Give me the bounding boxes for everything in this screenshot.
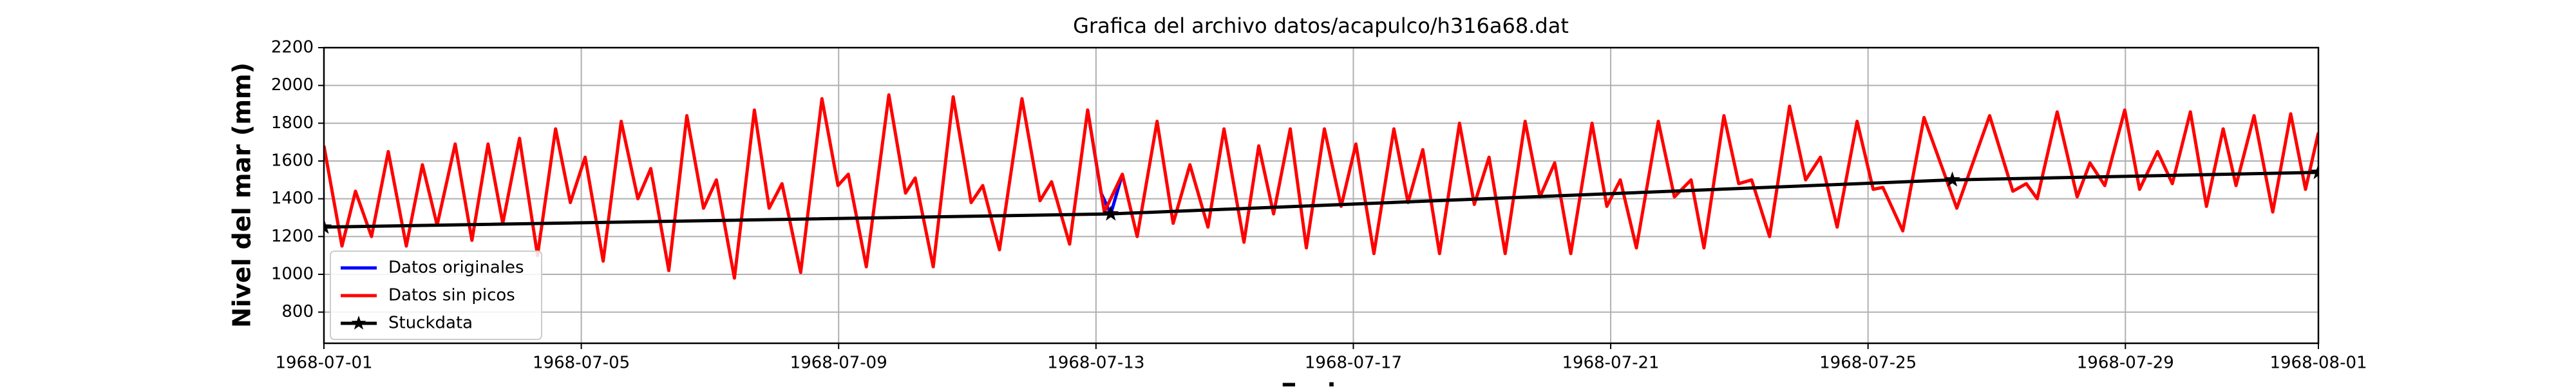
series-line <box>324 93 2318 280</box>
y-tick-label: 800 <box>281 302 314 321</box>
chart-title: Grafica del archivo datos/acapulco/h316a… <box>1073 14 1569 38</box>
legend-label: Datos sin picos <box>388 286 515 305</box>
y-axis-label: Nivel del mar (mm) <box>228 62 256 328</box>
plot-frame <box>323 46 2320 345</box>
x-tick-label: 1968-07-29 <box>2077 354 2174 373</box>
x-tick-label: 1968-07-13 <box>1047 354 1144 373</box>
point-marker <box>1944 171 1960 187</box>
x-tick-label: 1968-07-17 <box>1305 354 1402 373</box>
legend-label: Stuckdata <box>388 314 473 333</box>
x-tick-label: 1968-07-25 <box>1819 354 1917 373</box>
y-tick-label: 1400 <box>271 189 314 208</box>
y-tick-label: 1200 <box>271 227 314 246</box>
y-tick-label: 2000 <box>271 75 314 95</box>
series-line <box>324 171 2318 229</box>
y-tick-label: 1800 <box>271 113 314 133</box>
point-marker <box>2310 164 2318 180</box>
legend-marker <box>351 316 366 330</box>
legend-label: Datos originales <box>388 258 524 278</box>
legend-box <box>330 251 542 340</box>
x-axis-label: Fecha <box>1280 379 1361 387</box>
y-tick-label: 2200 <box>271 38 314 57</box>
x-tick-label: 1968-07-05 <box>533 354 630 373</box>
y-tick-label: 1000 <box>271 264 314 283</box>
x-tick-label: 1968-07-09 <box>790 354 887 373</box>
point-marker <box>1103 205 1119 221</box>
x-tick-label: 1968-08-01 <box>2269 354 2367 373</box>
x-tick-label: 1968-07-01 <box>275 354 372 373</box>
x-tick-label: 1968-07-21 <box>1562 354 1660 373</box>
y-tick-label: 1600 <box>271 151 314 170</box>
point-marker <box>324 218 332 234</box>
legend: Datos originales Datos sin picos Stuckdata <box>330 251 542 340</box>
